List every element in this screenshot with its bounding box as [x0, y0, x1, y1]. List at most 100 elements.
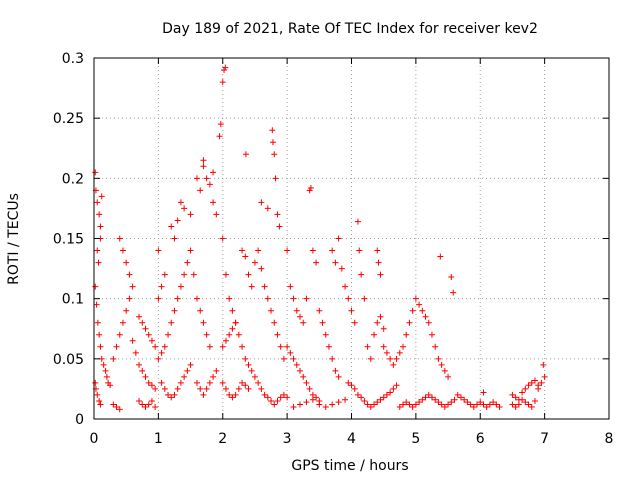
data-point: [232, 391, 239, 398]
data-point: [512, 394, 519, 401]
data-point: [358, 271, 365, 278]
data-point: [145, 401, 152, 408]
y-tick-label: 0.1: [62, 292, 84, 308]
data-point: [242, 151, 249, 158]
data-point: [374, 247, 381, 254]
data-point: [158, 379, 165, 386]
data-point: [287, 283, 294, 290]
x-tick-labels: 0 1 2 3 4 5 6 7 8: [90, 431, 614, 447]
data-point: [136, 313, 143, 320]
data-point: [168, 223, 175, 230]
y-tick-label: 0.05: [53, 352, 84, 368]
data-point: [187, 361, 194, 368]
data-point: [98, 193, 105, 200]
data-point: [528, 379, 535, 386]
data-point: [217, 121, 224, 128]
data-point: [145, 331, 152, 338]
data-point: [269, 139, 276, 146]
data-point: [387, 389, 394, 396]
data-point: [419, 396, 426, 403]
data-point: [374, 319, 381, 326]
data-point: [142, 325, 149, 332]
data-point: [184, 259, 191, 266]
data-point: [377, 271, 384, 278]
data-point: [229, 394, 236, 401]
data-point: [119, 247, 126, 254]
data-point: [371, 331, 378, 338]
data-point: [155, 355, 162, 362]
data-point: [422, 394, 429, 401]
data-point: [113, 343, 120, 350]
data-point: [213, 211, 220, 218]
data-point: [261, 283, 268, 290]
data-point: [325, 343, 332, 350]
data-point: [235, 385, 242, 392]
data-point: [251, 373, 258, 380]
data-point: [425, 319, 432, 326]
data-point: [284, 343, 291, 350]
data-point: [354, 391, 361, 398]
data-point: [509, 401, 516, 408]
data-point: [522, 399, 529, 406]
data-point: [255, 379, 262, 386]
data-point: [480, 389, 487, 396]
data-point: [361, 295, 368, 302]
data-point: [345, 295, 352, 302]
data-point: [531, 397, 538, 404]
data-point: [194, 175, 200, 182]
x-tick-label: 3: [283, 431, 292, 447]
data-point: [535, 385, 542, 392]
data-point: [528, 403, 535, 410]
data-point: [416, 399, 423, 406]
data-point: [123, 259, 130, 266]
data-point: [119, 319, 126, 326]
data-point: [470, 403, 477, 410]
data-point: [206, 379, 213, 386]
data-point: [216, 133, 223, 140]
data-point: [251, 259, 258, 266]
data-point: [95, 259, 102, 266]
data-point: [245, 385, 252, 392]
data-point: [303, 379, 310, 386]
data-point: [342, 283, 349, 290]
data-point: [438, 401, 445, 408]
data-point: [94, 199, 101, 206]
data-point: [245, 361, 252, 368]
data-point: [148, 397, 155, 404]
data-point: [261, 391, 268, 398]
data-point: [200, 157, 207, 164]
data-point: [92, 169, 99, 176]
x-tick-label: 4: [347, 431, 356, 447]
data-point: [272, 175, 279, 182]
data-point: [222, 337, 229, 344]
data-point: [464, 399, 471, 406]
data-point: [338, 265, 345, 272]
data-point: [284, 247, 291, 254]
data-point: [206, 343, 213, 350]
data-point: [187, 211, 194, 218]
data-point: [210, 199, 217, 206]
x-tick-label: 0: [90, 431, 99, 447]
x-tick-label: 6: [476, 431, 485, 447]
data-point: [136, 397, 143, 404]
data-point: [375, 259, 382, 266]
data-point: [290, 295, 297, 302]
data-point: [519, 389, 526, 396]
data-point: [274, 211, 281, 218]
data-point: [219, 343, 226, 350]
data-point: [432, 396, 439, 403]
data-point: [155, 247, 162, 254]
data-point: [409, 307, 416, 314]
data-point: [181, 271, 188, 278]
data-point: [142, 403, 149, 410]
data-point: [161, 271, 168, 278]
data-points: [92, 64, 548, 413]
data-point: [383, 391, 390, 398]
data-point: [438, 361, 445, 368]
data-point: [367, 403, 374, 410]
data-point: [152, 343, 159, 350]
data-point: [387, 355, 394, 362]
y-tick-label: 0.2: [62, 171, 84, 187]
data-point: [406, 319, 413, 326]
data-point: [428, 331, 435, 338]
